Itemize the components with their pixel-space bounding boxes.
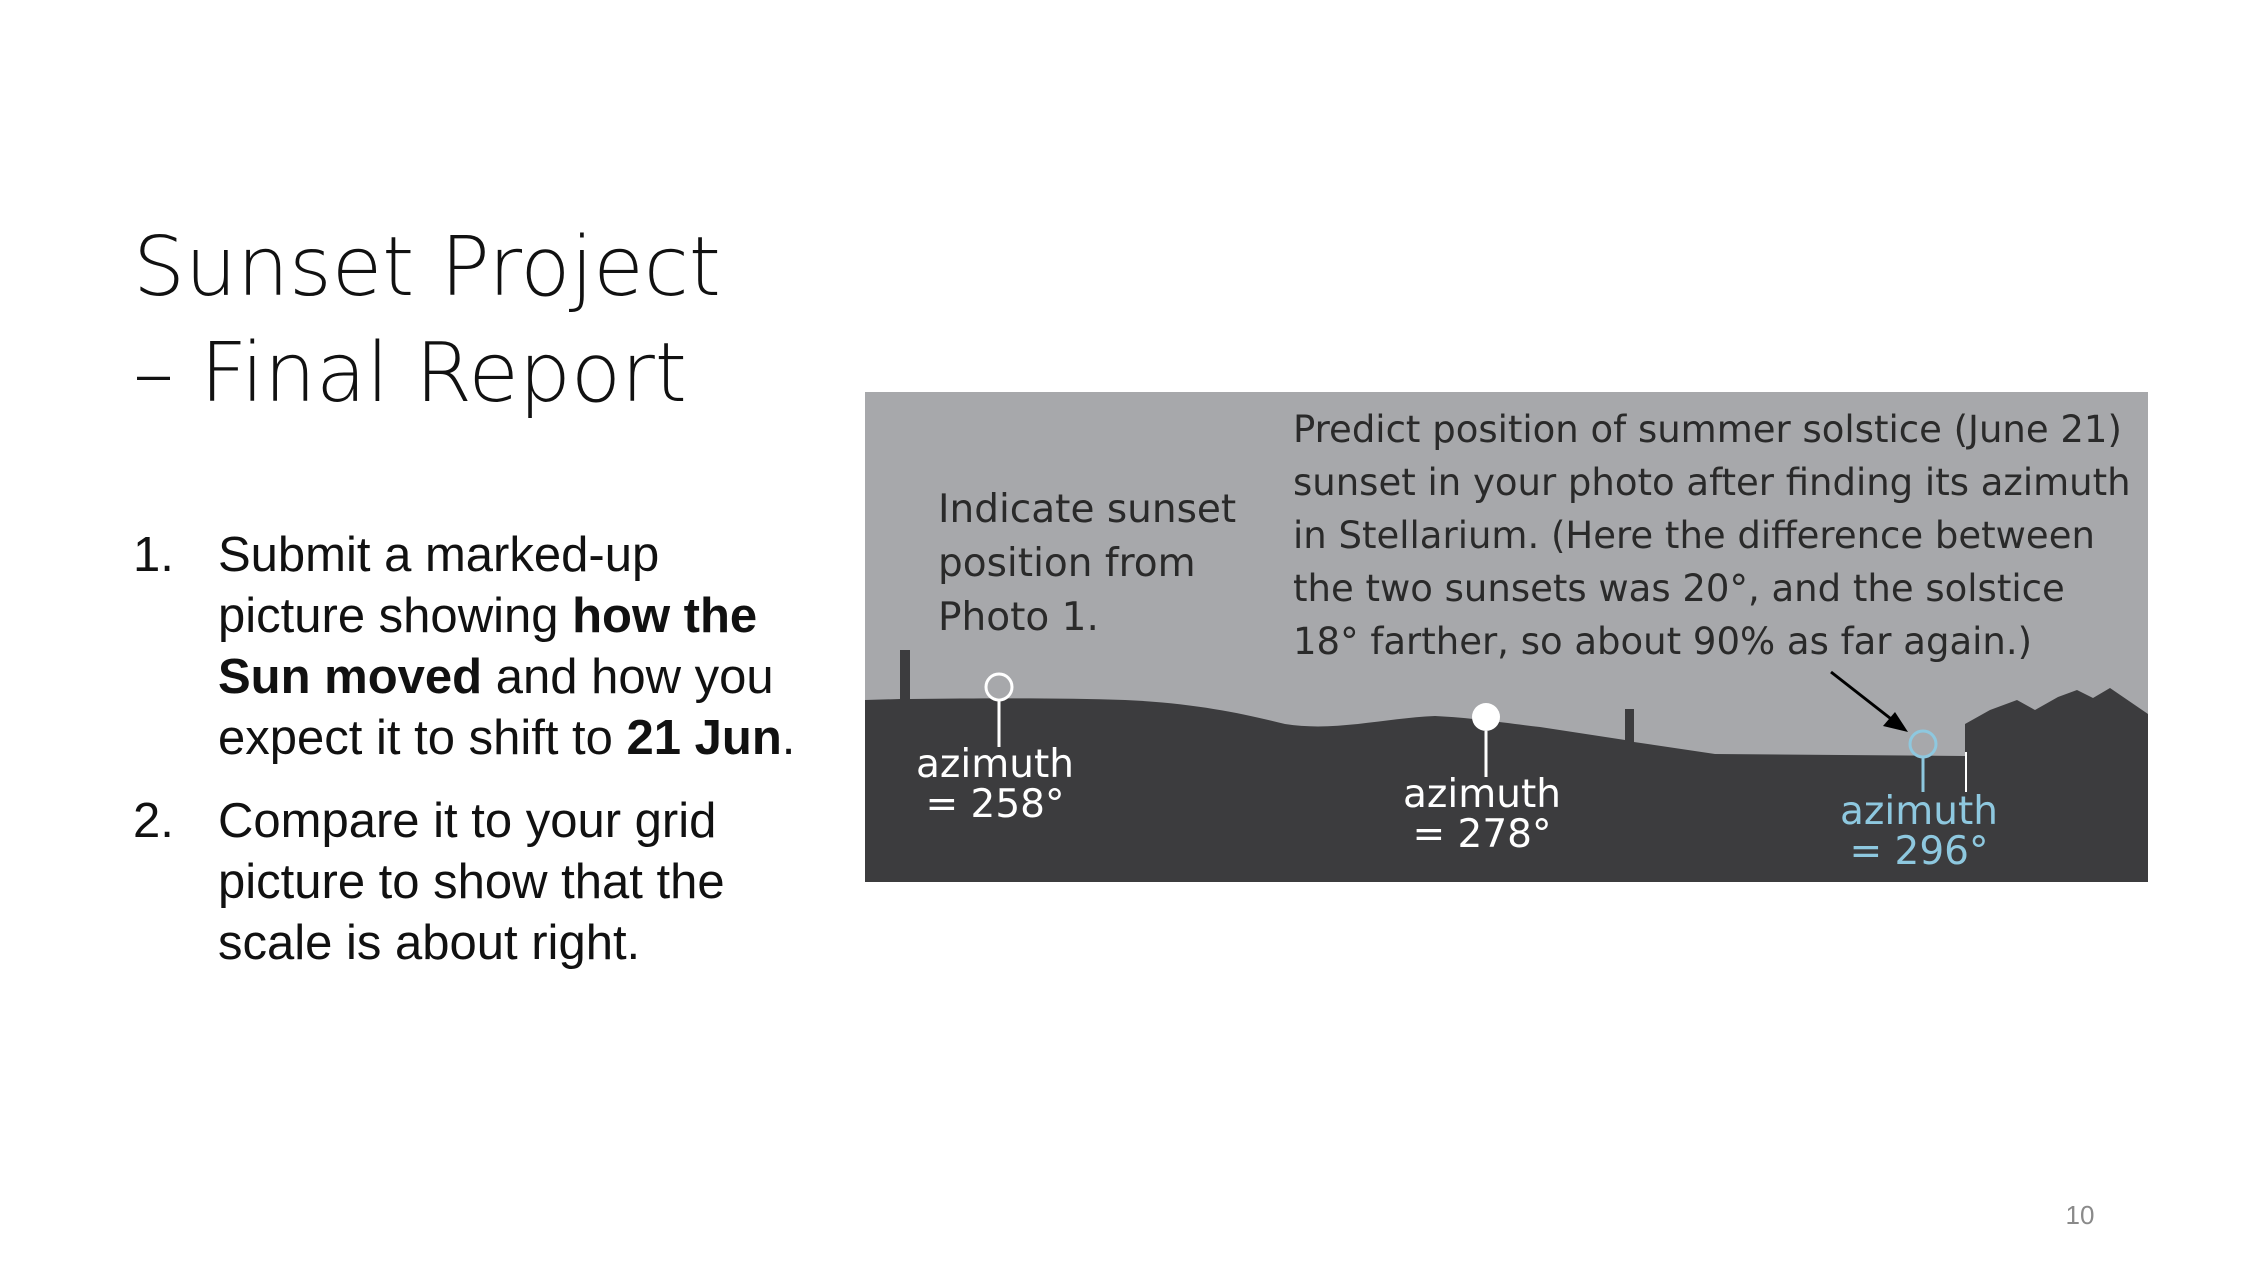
indicate-text-line: Photo 1.	[938, 595, 1099, 640]
list-item-text: Submit a marked-up picture showing	[218, 528, 660, 643]
title-line-2: – Final Report	[133, 326, 687, 421]
list-item-bold-text: how the Sun moved	[218, 589, 758, 704]
indicate-text-line: Indicate sunset	[938, 487, 1236, 532]
predict-text-line: the two sunsets was 20°, and the solstic…	[1293, 567, 2065, 610]
list-item-number: 1.	[133, 528, 174, 582]
list-item-text: and how you expect it to shift to	[218, 650, 774, 765]
list-item-text: Compare it to your grid picture to show …	[218, 794, 725, 970]
marker-value: = 296°	[1849, 829, 1988, 874]
sunset-diagram-svg: azimuth = 258° azimuth = 278° azimuth = …	[865, 392, 2148, 882]
marker-label: azimuth	[1403, 772, 1561, 817]
marker-label: azimuth	[1840, 789, 1998, 834]
slide-title: Sunset Project – Final Report	[133, 215, 833, 427]
sunset-diagram: azimuth = 258° azimuth = 278° azimuth = …	[865, 392, 2148, 882]
sunset-marker-filled-circle	[1472, 703, 1500, 731]
predict-text-line: in Stellarium. (Here the difference betw…	[1293, 514, 2095, 557]
list-item-number: 2.	[133, 794, 174, 848]
page-number: 10	[2065, 1200, 2095, 1230]
marker-label: azimuth	[916, 742, 1074, 787]
horizon-silhouette	[865, 650, 2148, 882]
indicate-text-line: position from	[938, 541, 1196, 586]
predict-text-line: Predict position of summer solstice (Jun…	[1293, 408, 2122, 451]
instruction-list: 1. Submit a marked-up picture showing ho…	[133, 525, 813, 996]
marker-value: = 278°	[1412, 812, 1551, 857]
predict-text-line: 18° farther, so about 90% as far again.)	[1293, 620, 2032, 663]
list-item: 2. Compare it to your grid picture to sh…	[133, 791, 813, 974]
marker-value: = 258°	[925, 782, 1064, 827]
title-line-1: Sunset Project	[133, 220, 721, 315]
pointer-arrow-line	[1830, 670, 1896, 724]
list-item-text: .	[781, 711, 796, 765]
pointer-arrow-head	[1883, 712, 1908, 732]
predict-text-line: sunset in your photo after finding its a…	[1293, 461, 2131, 504]
list-item: 1. Submit a marked-up picture showing ho…	[133, 525, 813, 769]
list-item-bold-text: 21 Jun	[626, 711, 782, 765]
